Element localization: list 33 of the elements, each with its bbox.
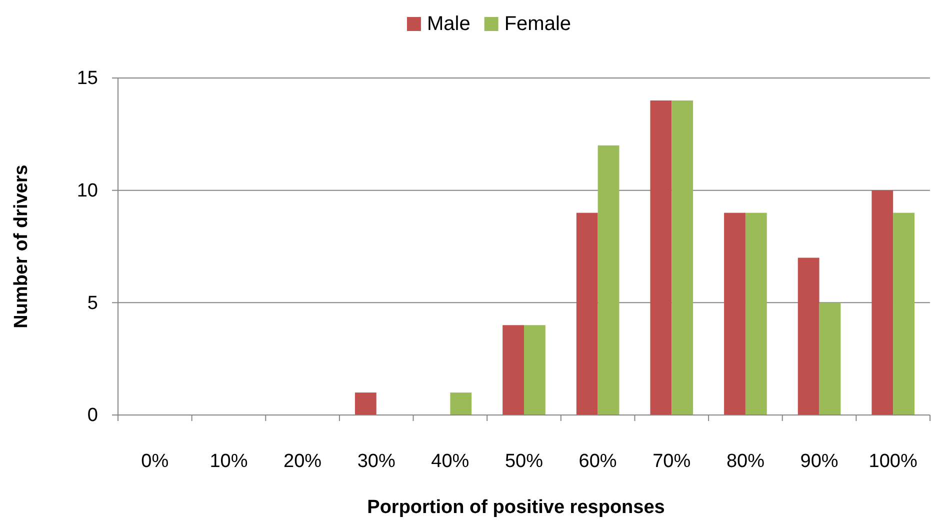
x-tick-label: 90% (800, 451, 838, 472)
bar (724, 212, 746, 415)
bar (872, 190, 894, 415)
bar (598, 145, 620, 415)
x-tick-label: 40% (431, 451, 470, 472)
x-tick-label: 50% (504, 451, 544, 472)
x-tick-label: 70% (652, 451, 691, 472)
bar (502, 325, 524, 415)
bar (819, 302, 841, 415)
y-axis-title: Number of drivers (11, 164, 32, 328)
bar (524, 325, 546, 415)
bar (745, 212, 767, 415)
x-tick-label: 60% (578, 451, 617, 472)
bar (354, 392, 376, 415)
x-tick-label: 10% (210, 451, 248, 472)
x-axis-title: Porportion of positive responses (367, 497, 665, 518)
x-tick-label: 80% (726, 451, 765, 472)
bar (576, 212, 598, 415)
bar (650, 100, 672, 415)
y-tick-label: 15 (76, 68, 98, 90)
legend-label: Female (504, 13, 572, 35)
x-tick-label: 20% (284, 451, 322, 472)
bar (893, 212, 914, 415)
x-tick-label: 30% (357, 451, 396, 472)
x-tick-label: 0% (141, 451, 169, 472)
legend-label: Male (426, 13, 470, 35)
bar (450, 392, 472, 415)
y-tick-label: 10 (76, 180, 98, 202)
bar (672, 100, 694, 415)
x-tick-label: 100% (868, 451, 918, 472)
bar (798, 258, 820, 415)
y-tick-label: 0 (87, 405, 98, 426)
y-tick-label: 5 (87, 292, 98, 314)
